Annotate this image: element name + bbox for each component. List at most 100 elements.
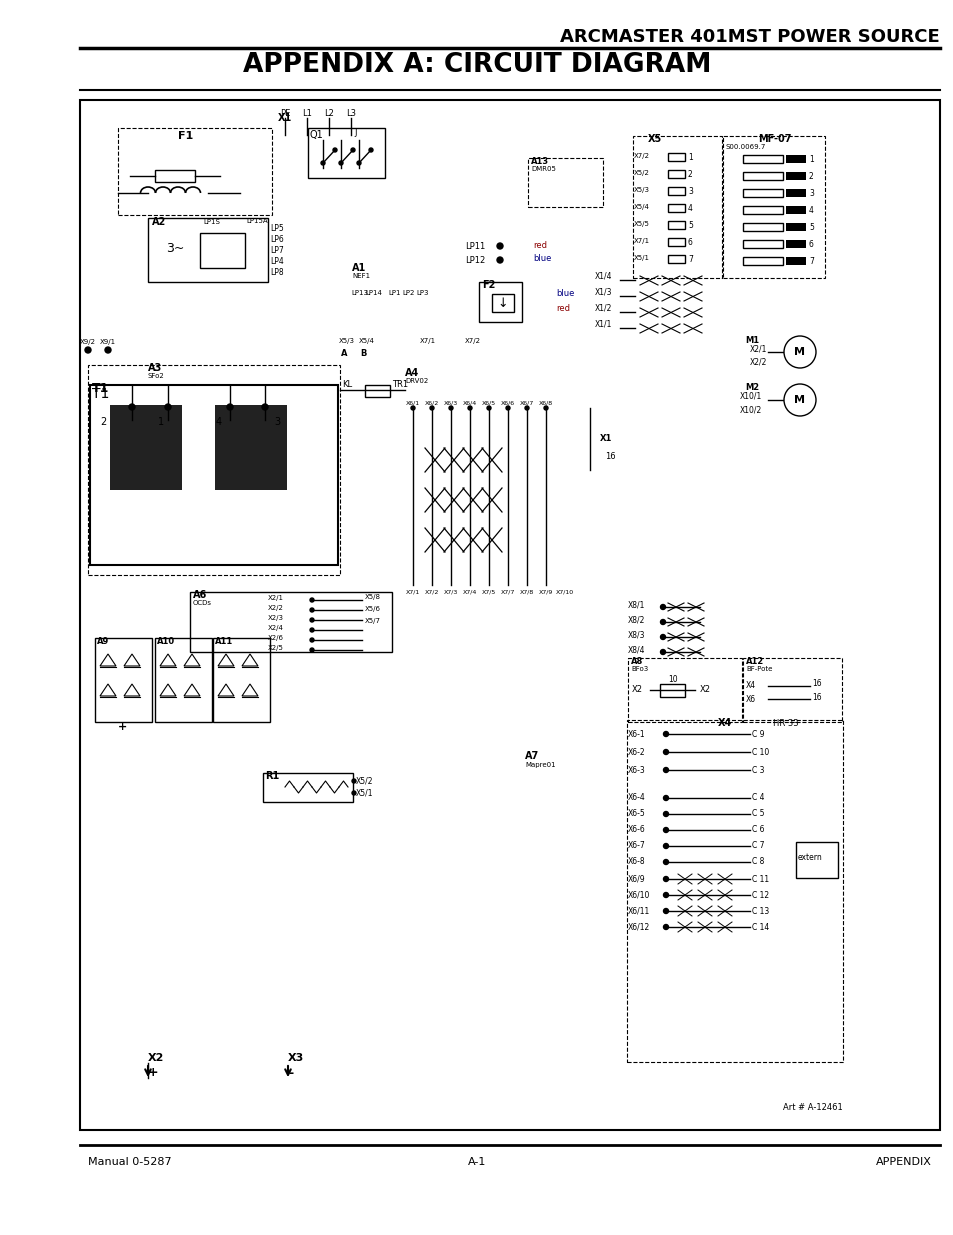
Bar bbox=[667, 254, 684, 263]
Text: X5/4: X5/4 bbox=[634, 204, 649, 210]
Text: C 9: C 9 bbox=[751, 730, 763, 739]
Text: X2/2: X2/2 bbox=[268, 605, 284, 611]
Bar bbox=[795, 842, 837, 878]
Bar bbox=[785, 156, 805, 163]
Circle shape bbox=[320, 161, 325, 165]
Text: X7/5: X7/5 bbox=[481, 589, 496, 594]
Text: M: M bbox=[794, 395, 804, 405]
Text: X2/6: X2/6 bbox=[268, 635, 284, 641]
Text: 6: 6 bbox=[687, 237, 692, 247]
Text: X7/1: X7/1 bbox=[405, 589, 419, 594]
Text: A12: A12 bbox=[745, 657, 763, 666]
Text: A9: A9 bbox=[97, 636, 110, 646]
Text: 1: 1 bbox=[808, 154, 813, 163]
Text: L2: L2 bbox=[324, 109, 334, 117]
Text: X6-8: X6-8 bbox=[627, 857, 645, 867]
Text: X1/1: X1/1 bbox=[595, 320, 612, 329]
Circle shape bbox=[333, 148, 336, 152]
Bar bbox=[785, 240, 805, 248]
Text: X6/6: X6/6 bbox=[500, 400, 515, 405]
Text: MF-07: MF-07 bbox=[758, 135, 791, 144]
Text: +: + bbox=[148, 1067, 158, 1079]
Text: X6/8: X6/8 bbox=[538, 400, 553, 405]
Text: 3: 3 bbox=[687, 186, 692, 195]
Text: X2/1: X2/1 bbox=[749, 345, 766, 353]
Text: C 5: C 5 bbox=[751, 809, 763, 819]
Text: X5/7: X5/7 bbox=[365, 618, 380, 624]
Circle shape bbox=[338, 161, 343, 165]
Circle shape bbox=[497, 257, 502, 263]
Text: LP12: LP12 bbox=[464, 256, 485, 264]
Text: C 6: C 6 bbox=[751, 825, 763, 835]
Text: X5/2: X5/2 bbox=[634, 170, 649, 177]
Bar bbox=[527, 158, 602, 207]
Text: X8/4: X8/4 bbox=[627, 646, 645, 655]
Text: BF-Pote: BF-Pote bbox=[745, 666, 772, 672]
Bar bbox=[667, 170, 684, 178]
Text: X7/4: X7/4 bbox=[462, 589, 476, 594]
Text: X7/8: X7/8 bbox=[519, 589, 534, 594]
Text: X5/5: X5/5 bbox=[634, 221, 649, 227]
Text: X6/3: X6/3 bbox=[443, 400, 457, 405]
Circle shape bbox=[662, 844, 668, 848]
Text: X10/2: X10/2 bbox=[740, 405, 761, 415]
Circle shape bbox=[662, 767, 668, 773]
Circle shape bbox=[543, 406, 547, 410]
Text: X2: X2 bbox=[700, 684, 710, 694]
Circle shape bbox=[310, 629, 314, 632]
Text: 3: 3 bbox=[274, 417, 280, 427]
Text: X7/2: X7/2 bbox=[634, 153, 649, 159]
Text: X7/7: X7/7 bbox=[500, 589, 515, 594]
Circle shape bbox=[85, 347, 91, 353]
Text: red: red bbox=[533, 241, 546, 249]
Text: M1: M1 bbox=[744, 336, 759, 345]
Text: 16: 16 bbox=[811, 678, 821, 688]
Bar bbox=[118, 128, 272, 215]
Text: X1: X1 bbox=[277, 112, 292, 124]
Text: X2: X2 bbox=[631, 684, 642, 694]
Text: F2: F2 bbox=[481, 280, 495, 290]
Bar bbox=[785, 189, 805, 198]
Text: A7: A7 bbox=[524, 751, 538, 761]
Bar bbox=[95, 638, 152, 722]
Bar bbox=[742, 658, 841, 722]
Text: C 14: C 14 bbox=[751, 923, 768, 931]
Bar bbox=[667, 221, 684, 228]
Bar bbox=[742, 172, 782, 180]
Text: X6-6: X6-6 bbox=[627, 825, 645, 835]
Circle shape bbox=[486, 406, 491, 410]
Text: LP13: LP13 bbox=[351, 290, 368, 296]
Text: 2: 2 bbox=[687, 169, 692, 179]
Text: LP15A: LP15A bbox=[246, 219, 268, 224]
Text: APPENDIX A: CIRCUIT DIAGRAM: APPENDIX A: CIRCUIT DIAGRAM bbox=[243, 52, 710, 78]
Circle shape bbox=[662, 877, 668, 882]
Text: X1/2: X1/2 bbox=[595, 304, 612, 312]
Text: X6-3: X6-3 bbox=[627, 766, 645, 774]
Bar bbox=[190, 592, 392, 652]
Bar bbox=[785, 172, 805, 180]
Text: 16: 16 bbox=[811, 693, 821, 701]
Text: T1: T1 bbox=[91, 387, 110, 401]
Text: 7: 7 bbox=[808, 257, 813, 266]
Text: X6/4: X6/4 bbox=[462, 400, 476, 405]
Text: LP2: LP2 bbox=[402, 290, 415, 296]
Text: 3: 3 bbox=[808, 189, 813, 198]
Bar bbox=[633, 136, 721, 278]
Circle shape bbox=[352, 790, 355, 795]
Bar bbox=[80, 100, 939, 1130]
Circle shape bbox=[165, 404, 171, 410]
Circle shape bbox=[369, 148, 373, 152]
Bar bbox=[110, 405, 182, 490]
Text: APPENDIX: APPENDIX bbox=[875, 1157, 931, 1167]
Bar bbox=[214, 405, 287, 490]
Circle shape bbox=[783, 336, 815, 368]
Circle shape bbox=[662, 811, 668, 816]
Text: C 12: C 12 bbox=[751, 890, 768, 899]
Bar bbox=[742, 224, 782, 231]
Bar bbox=[742, 156, 782, 163]
Text: X3: X3 bbox=[288, 1053, 304, 1063]
Bar bbox=[88, 366, 339, 576]
Text: 16: 16 bbox=[604, 452, 615, 461]
Text: L3: L3 bbox=[346, 109, 355, 117]
Text: C 8: C 8 bbox=[751, 857, 763, 867]
